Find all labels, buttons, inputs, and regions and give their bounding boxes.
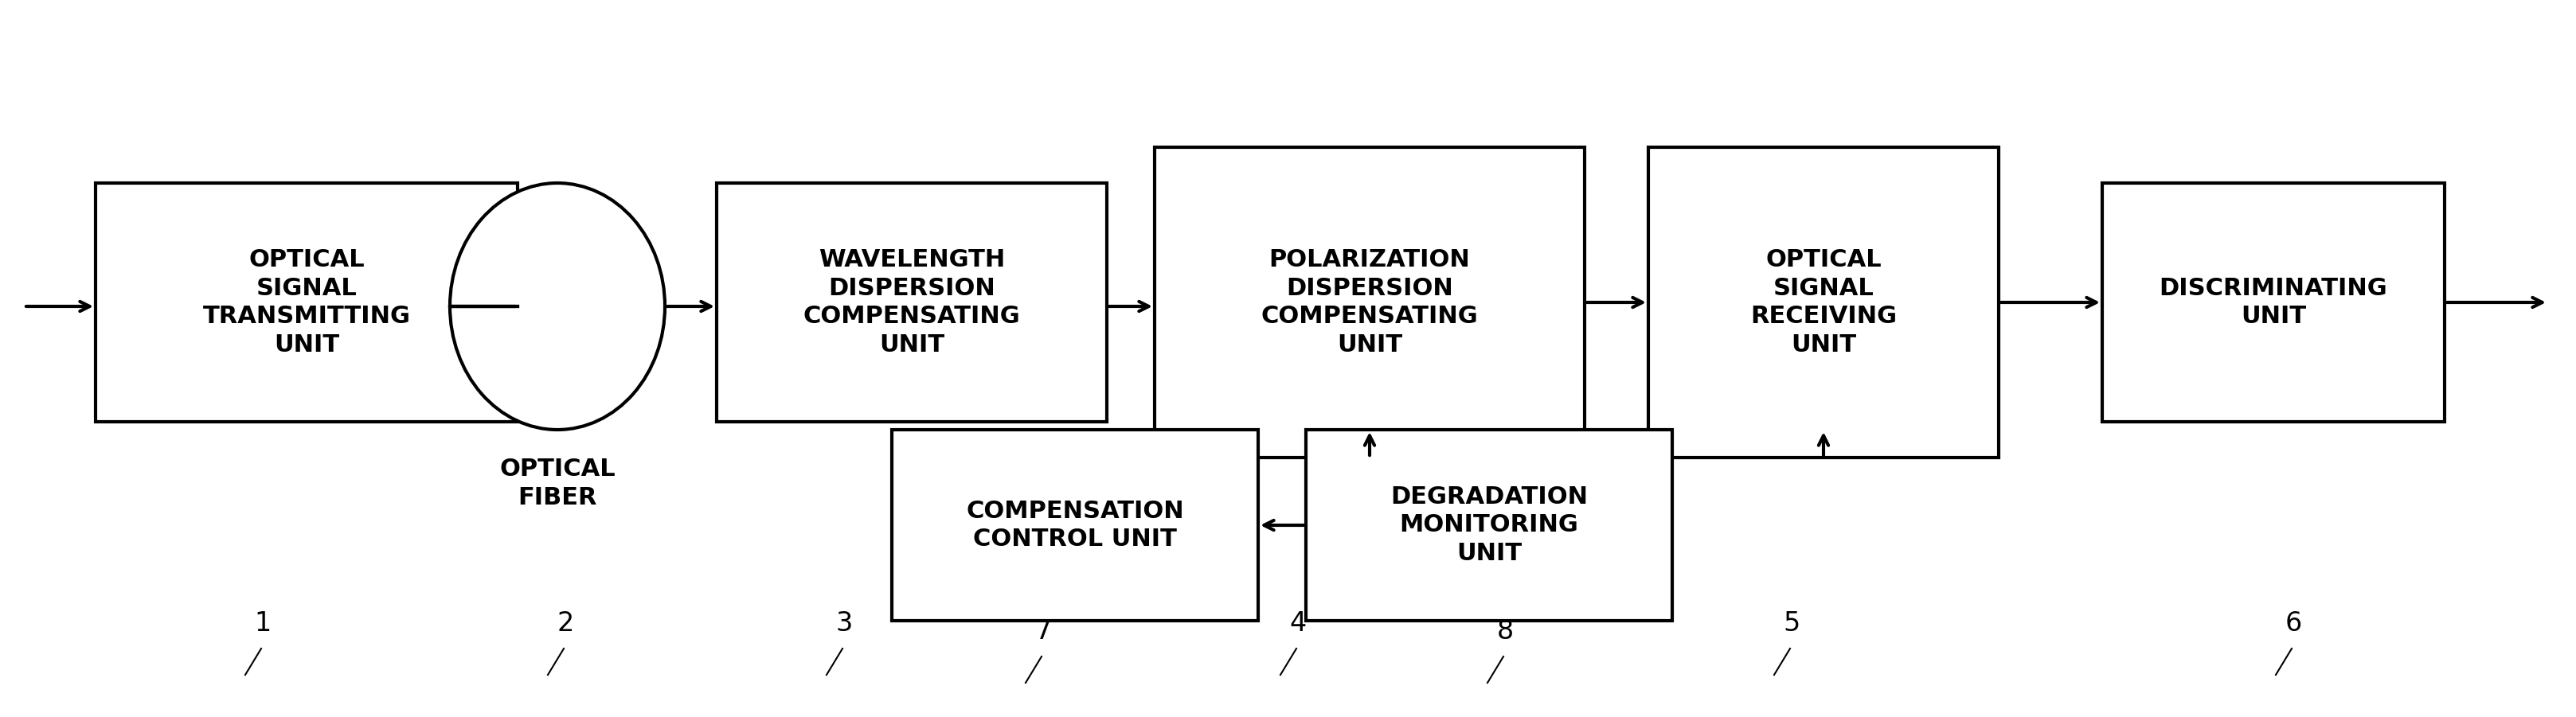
Text: 4: 4 bbox=[1291, 610, 1306, 637]
Text: 8: 8 bbox=[1497, 618, 1515, 645]
Text: WAVELENGTH
DISPERSION
COMPENSATING
UNIT: WAVELENGTH DISPERSION COMPENSATING UNIT bbox=[804, 248, 1020, 357]
Text: DISCRIMINATING
UNIT: DISCRIMINATING UNIT bbox=[2159, 277, 2388, 328]
Text: 2: 2 bbox=[556, 610, 574, 637]
Bar bbox=[1306, 429, 1672, 621]
Bar bbox=[1154, 147, 1584, 457]
Ellipse shape bbox=[451, 183, 665, 429]
Bar bbox=[2102, 183, 2445, 422]
Text: DEGRADATION
MONITORING
UNIT: DEGRADATION MONITORING UNIT bbox=[1391, 485, 1587, 565]
Text: 1: 1 bbox=[255, 610, 270, 637]
Bar bbox=[891, 429, 1257, 621]
Text: 6: 6 bbox=[2285, 610, 2303, 637]
Text: POLARIZATION
DISPERSION
COMPENSATING
UNIT: POLARIZATION DISPERSION COMPENSATING UNI… bbox=[1262, 248, 1479, 357]
Text: 3: 3 bbox=[835, 610, 853, 637]
Text: COMPENSATION
CONTROL UNIT: COMPENSATION CONTROL UNIT bbox=[966, 500, 1185, 551]
Text: 7: 7 bbox=[1036, 618, 1051, 645]
Text: 5: 5 bbox=[1783, 610, 1801, 637]
Text: OPTICAL
SIGNAL
TRANSMITTING
UNIT: OPTICAL SIGNAL TRANSMITTING UNIT bbox=[204, 248, 410, 357]
Bar bbox=[95, 183, 518, 422]
Bar bbox=[716, 183, 1108, 422]
Bar bbox=[1649, 147, 1999, 457]
Text: OPTICAL
FIBER: OPTICAL FIBER bbox=[500, 457, 616, 509]
Text: OPTICAL
SIGNAL
RECEIVING
UNIT: OPTICAL SIGNAL RECEIVING UNIT bbox=[1749, 248, 1896, 357]
